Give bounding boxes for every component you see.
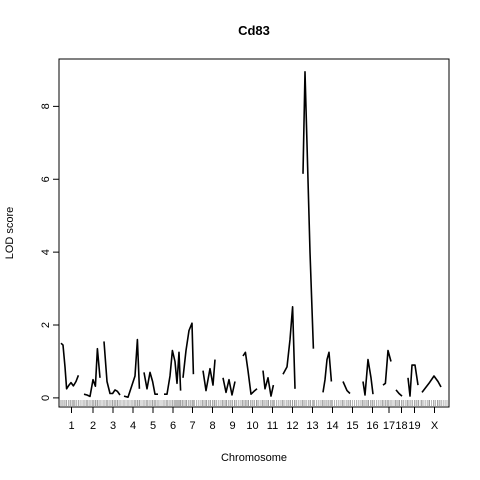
lod-series-chr-10 — [242, 351, 258, 396]
lod-series-chr-12 — [282, 305, 296, 389]
x-tick-label: 19 — [408, 420, 420, 432]
x-tick-label: 15 — [346, 420, 358, 432]
x-tick-label: 2 — [90, 420, 96, 432]
lod-series-chr-17 — [382, 349, 392, 386]
lod-series-chr-5 — [143, 371, 158, 396]
lod-series-chr-2 — [83, 347, 101, 398]
x-tick-label: 13 — [306, 420, 318, 432]
x-axis: 1 2 3 4 5 6 7 8 9 10 11 12 13 14 15 16 17 18 19 X — [68, 407, 439, 432]
x-tick-label: 3 — [110, 420, 116, 432]
lod-series-chr-1 — [60, 342, 80, 390]
plot-frame — [58, 58, 450, 408]
x-tick-label: 5 — [150, 420, 156, 432]
x-tick-label: X — [431, 420, 439, 432]
lod-series-chr-16 — [362, 358, 374, 396]
lod-series-chr-15 — [342, 381, 351, 395]
y-tick-label: 2 — [40, 322, 52, 328]
x-tick-label: 12 — [286, 420, 298, 432]
lod-series-chr-14 — [322, 351, 333, 393]
y-axis-label: LOD score — [4, 207, 16, 260]
y-tick-label: 0 — [40, 395, 52, 401]
x-tick-label: 7 — [189, 420, 195, 432]
x-tick-label: 6 — [170, 420, 176, 432]
y-tick-label: 6 — [40, 176, 52, 182]
y-tick-label: 4 — [40, 249, 52, 255]
lod-curve — [60, 71, 442, 399]
x-tick-label: 4 — [130, 420, 136, 432]
chart-title: Cd83 — [238, 23, 270, 38]
lod-series-chr-11 — [262, 370, 275, 397]
x-tick-label: 10 — [246, 420, 258, 432]
lod-series-chr-19 — [407, 364, 419, 397]
marker-rug — [60, 400, 448, 407]
lod-series-chr-8 — [202, 359, 216, 392]
x-tick-label: 16 — [366, 420, 378, 432]
lod-series-chr-4 — [123, 338, 141, 399]
lod-series-chr-18 — [395, 389, 403, 397]
y-axis: 0 2 4 6 8 — [40, 103, 59, 401]
lod-series-chr-6 — [164, 349, 182, 396]
lod-series-chr-7 — [182, 322, 195, 378]
x-axis-label: Chromosome — [221, 452, 287, 464]
y-tick-label: 8 — [40, 103, 52, 109]
x-tick-label: 17 — [383, 420, 395, 432]
x-tick-label: 1 — [68, 420, 74, 432]
lod-series-chr-3 — [103, 341, 121, 396]
x-tick-label: 11 — [267, 420, 278, 432]
x-tick-label: 14 — [326, 420, 338, 432]
x-tick-label: 18 — [395, 420, 407, 432]
lod-series-chr-X — [421, 375, 442, 393]
lod-series-chr-13 — [302, 71, 315, 349]
lod-series-chr-9 — [222, 377, 236, 396]
x-tick-label: 8 — [209, 420, 215, 432]
x-tick-label: 9 — [229, 420, 235, 432]
